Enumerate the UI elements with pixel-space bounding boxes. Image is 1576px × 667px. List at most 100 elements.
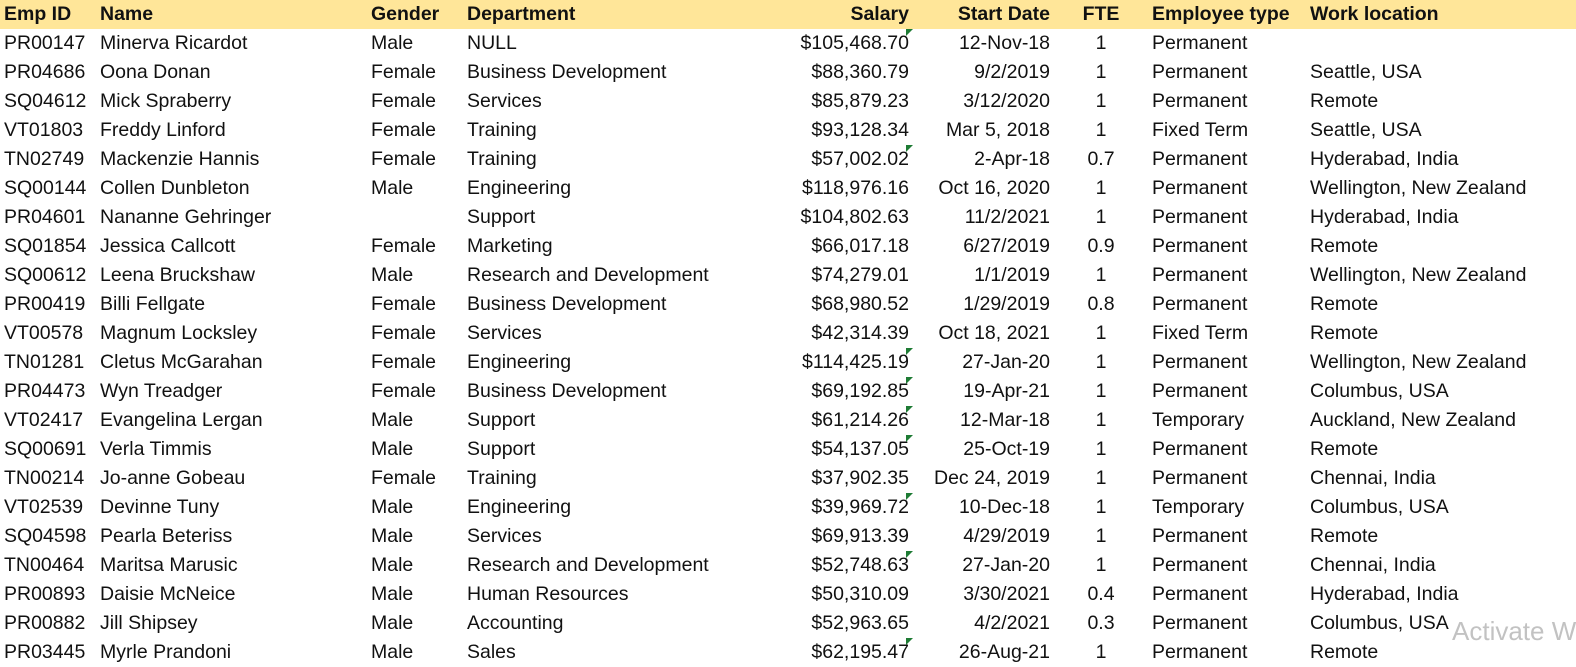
cell-start-date[interactable]: 6/27/2019 — [963, 235, 1050, 257]
cell-department[interactable]: Training — [467, 467, 537, 489]
cell-gender[interactable]: Male — [371, 554, 414, 576]
cell-salary[interactable]: $39,969.72 — [788, 493, 913, 522]
cell-department[interactable]: Training — [467, 119, 537, 141]
cell-department[interactable]: Engineering — [467, 351, 572, 373]
cell-employee-type[interactable]: Permanent — [1152, 90, 1248, 112]
cell-gender[interactable]: Male — [371, 612, 414, 634]
cell-gender[interactable]: Female — [371, 235, 437, 257]
cell-fte[interactable]: 0.7 — [1087, 148, 1115, 170]
cell-employee-type[interactable]: Permanent — [1152, 61, 1248, 83]
cell-department[interactable]: Sales — [467, 641, 516, 663]
cell-name[interactable]: Jill Shipsey — [100, 612, 198, 634]
cell-emp-id[interactable]: PR00419 — [4, 293, 86, 315]
cell-salary[interactable]: $68,980.52 — [811, 293, 909, 315]
cell-department[interactable]: Services — [467, 525, 542, 547]
cell-salary[interactable]: $85,879.23 — [811, 90, 909, 112]
cell-department[interactable]: Accounting — [467, 612, 564, 634]
cell-work-location[interactable] — [1306, 29, 1576, 58]
cell-start-date[interactable]: 1/1/2019 — [974, 264, 1050, 286]
cell-emp-id[interactable]: PR00893 — [4, 583, 86, 605]
cell-employee-type[interactable]: Fixed Term — [1152, 119, 1249, 141]
cell-salary[interactable]: $105,468.70 — [788, 29, 913, 58]
cell-name[interactable]: Pearla Beteriss — [100, 525, 233, 547]
cell-start-date[interactable]: 9/2/2019 — [974, 61, 1050, 83]
cell-start-date[interactable]: 10-Dec-18 — [958, 496, 1050, 518]
cell-department[interactable]: Engineering — [467, 496, 572, 518]
cell-gender[interactable]: Female — [371, 90, 437, 112]
cell-name[interactable]: Myrle Prandoni — [100, 641, 232, 663]
cell-fte[interactable]: 0.3 — [1087, 612, 1115, 634]
cell-start-date[interactable]: 19-Apr-21 — [963, 380, 1050, 402]
cell-name[interactable]: Verla Timmis — [100, 438, 212, 460]
cell-start-date[interactable]: 26-Aug-21 — [958, 641, 1050, 663]
cell-start-date[interactable]: 2-Apr-18 — [974, 148, 1050, 170]
cell-emp-id[interactable]: VT02417 — [4, 409, 84, 431]
cell-gender[interactable]: Female — [371, 119, 437, 141]
cell-salary[interactable]: $62,195.47 — [788, 638, 913, 667]
cell-employee-type[interactable]: Temporary — [1152, 496, 1245, 518]
cell-employee-type[interactable]: Permanent — [1152, 351, 1248, 373]
cell-name[interactable]: Evangelina Lergan — [100, 409, 263, 431]
cell-gender[interactable]: Female — [371, 467, 437, 489]
cell-gender[interactable]: Male — [371, 32, 414, 54]
cell-salary[interactable]: $93,128.34 — [811, 119, 909, 141]
cell-gender[interactable]: Male — [371, 264, 414, 286]
header-salary[interactable]: Salary — [850, 3, 909, 25]
cell-work-location[interactable]: Seattle, USA — [1310, 119, 1422, 141]
cell-salary[interactable]: $61,214.26 — [788, 406, 913, 435]
cell-employee-type[interactable]: Permanent — [1152, 32, 1248, 54]
cell-fte[interactable]: 1 — [1095, 119, 1107, 141]
cell-work-location[interactable]: Remote — [1310, 525, 1379, 547]
cell-employee-type[interactable]: Permanent — [1152, 148, 1248, 170]
cell-start-date[interactable]: Dec 24, 2019 — [933, 467, 1050, 489]
cell-work-location[interactable]: Chennai, India — [1310, 554, 1436, 576]
cell-gender[interactable]: Female — [371, 61, 437, 83]
cell-employee-type[interactable]: Permanent — [1152, 293, 1248, 315]
cell-work-location[interactable]: Auckland, New Zealand — [1310, 409, 1516, 431]
cell-department[interactable]: Support — [467, 206, 536, 228]
cell-name[interactable]: Cletus McGarahan — [100, 351, 263, 373]
cell-work-location[interactable]: Columbus, USA — [1310, 612, 1449, 634]
cell-name[interactable]: Mick Spraberry — [100, 90, 232, 112]
cell-emp-id[interactable]: VT02539 — [4, 496, 84, 518]
cell-gender[interactable]: Male — [371, 438, 414, 460]
header-fte[interactable]: FTE — [1082, 3, 1120, 25]
header-start-date[interactable]: Start Date — [957, 3, 1050, 25]
cell-emp-id[interactable]: SQ01854 — [4, 235, 87, 257]
cell-gender[interactable]: Female — [371, 351, 437, 373]
header-gender[interactable]: Gender — [371, 3, 440, 25]
cell-salary[interactable]: $114,425.19 — [788, 348, 913, 377]
cell-work-location[interactable]: Remote — [1310, 641, 1379, 663]
cell-department[interactable]: Support — [467, 438, 536, 460]
cell-start-date[interactable]: 3/30/2021 — [963, 583, 1050, 605]
cell-name[interactable]: Wyn Treadger — [100, 380, 223, 402]
cell-work-location[interactable]: Remote — [1310, 293, 1379, 315]
cell-department[interactable]: Marketing — [467, 235, 553, 257]
cell-name[interactable]: Nananne Gehringer — [100, 206, 272, 228]
cell-start-date[interactable]: 11/2/2021 — [964, 206, 1050, 228]
cell-emp-id[interactable]: PR04686 — [4, 61, 86, 83]
cell-fte[interactable]: 1 — [1095, 206, 1107, 228]
header-department[interactable]: Department — [467, 3, 576, 25]
cell-work-location[interactable]: Seattle, USA — [1310, 61, 1422, 83]
cell-emp-id[interactable]: SQ00691 — [4, 438, 87, 460]
cell-fte[interactable]: 1 — [1095, 554, 1107, 576]
cell-work-location[interactable]: Hyderabad, India — [1310, 148, 1459, 170]
cell-gender[interactable]: Male — [371, 409, 414, 431]
cell-work-location[interactable]: Columbus, USA — [1310, 496, 1449, 518]
cell-emp-id[interactable]: TN00214 — [4, 467, 85, 489]
cell-gender[interactable]: Female — [371, 148, 437, 170]
cell-work-location[interactable]: Hyderabad, India — [1310, 206, 1459, 228]
cell-gender[interactable]: Male — [371, 177, 414, 199]
cell-fte[interactable]: 1 — [1095, 641, 1107, 663]
cell-work-location[interactable]: Remote — [1310, 322, 1379, 344]
cell-name[interactable]: Leena Bruckshaw — [100, 264, 256, 286]
cell-gender[interactable]: Male — [371, 496, 414, 518]
cell-name[interactable]: Maritsa Marusic — [100, 554, 238, 576]
cell-department[interactable]: Engineering — [467, 177, 572, 199]
header-name[interactable]: Name — [100, 3, 154, 25]
cell-fte[interactable]: 1 — [1095, 496, 1107, 518]
cell-department[interactable]: Business Development — [467, 293, 667, 315]
cell-fte[interactable]: 1 — [1095, 525, 1107, 547]
cell-work-location[interactable]: Remote — [1310, 438, 1379, 460]
